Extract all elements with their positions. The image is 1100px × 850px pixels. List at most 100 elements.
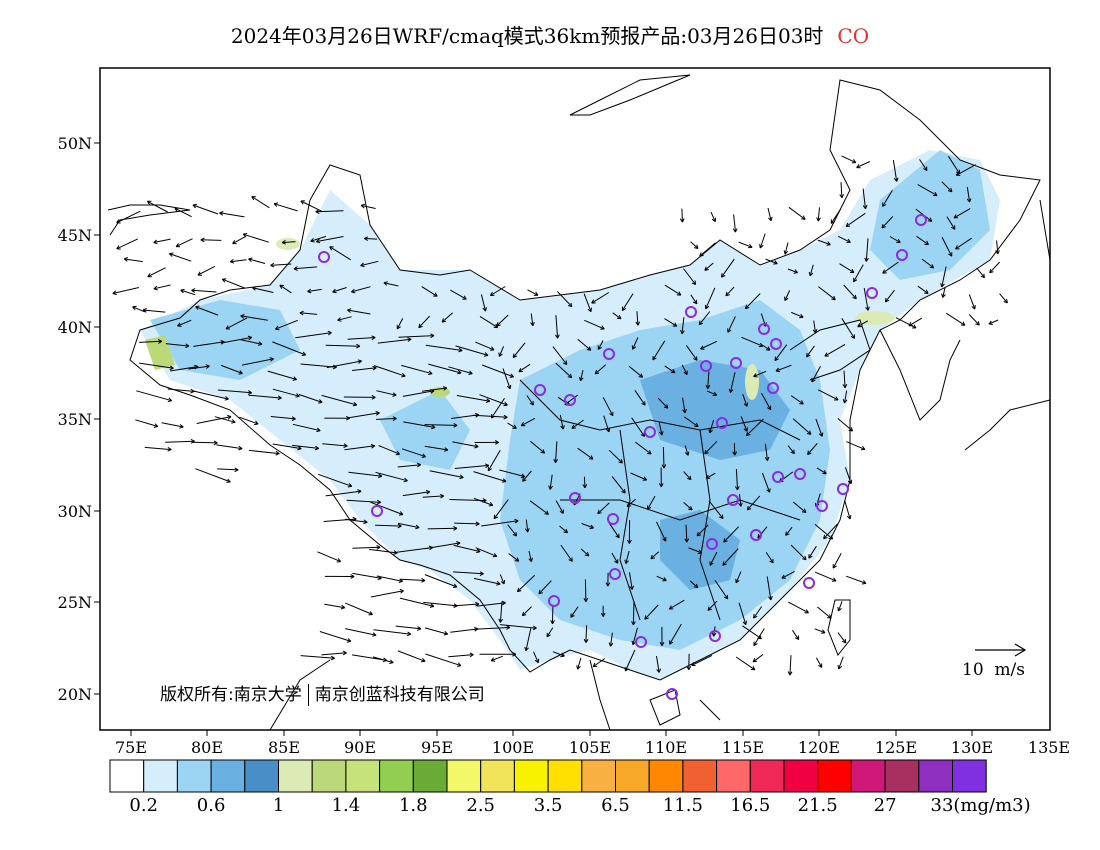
wind-arrow bbox=[710, 211, 716, 222]
wind-arrow bbox=[240, 315, 268, 321]
wind-arrow-head bbox=[597, 509, 600, 514]
wind-arrow-head bbox=[392, 392, 397, 396]
wind-arrow-head bbox=[371, 335, 376, 338]
colorbar-swatch bbox=[682, 759, 718, 793]
colorbar-swatch bbox=[412, 759, 448, 793]
wind-arrow-head bbox=[962, 321, 966, 326]
lat-tick-label: 30N bbox=[58, 502, 92, 521]
wind-arrow bbox=[282, 241, 296, 244]
wind-arrow-head bbox=[153, 239, 158, 243]
wind-arrow bbox=[683, 268, 696, 285]
wind-arrow bbox=[323, 518, 357, 522]
wind-arrow-head bbox=[197, 271, 201, 276]
wind-arrow bbox=[988, 319, 999, 325]
wind-arrow-head bbox=[785, 531, 787, 536]
wind-arrow bbox=[300, 655, 335, 659]
wind-arrow-head bbox=[153, 288, 158, 291]
wind-arrow-head bbox=[842, 399, 845, 404]
wind-arrow bbox=[139, 362, 174, 369]
wind-arrow-head bbox=[441, 320, 447, 323]
wind-arrow bbox=[837, 235, 851, 243]
wind-arrow-head bbox=[663, 406, 668, 409]
wind-arrow-head bbox=[790, 451, 795, 455]
wind-arrow-head bbox=[662, 538, 666, 542]
wind-arrow bbox=[664, 365, 676, 374]
wind-arrow bbox=[841, 155, 857, 164]
colorbar-swatch bbox=[547, 759, 583, 793]
wind-arrow-head bbox=[401, 375, 406, 378]
wind-arrow-head bbox=[647, 506, 652, 510]
wind-arrow bbox=[733, 214, 736, 233]
wind-arrow-head bbox=[784, 297, 789, 302]
wind-arrow-head bbox=[614, 560, 619, 564]
lon-tick-label: 115E bbox=[722, 738, 764, 757]
wind-arrow-head bbox=[538, 589, 541, 594]
wind-arrow-head bbox=[227, 414, 232, 418]
wind-arrow-head bbox=[175, 243, 179, 247]
wind-arrow-head bbox=[942, 294, 946, 298]
wind-arrow bbox=[657, 397, 669, 409]
wind-arrow bbox=[921, 258, 935, 269]
wind-arrow-head bbox=[252, 287, 256, 291]
wind-arrow-head bbox=[794, 269, 798, 273]
wind-arrow-head bbox=[693, 586, 698, 589]
wind-arrow bbox=[735, 468, 738, 490]
wind-arrow-head bbox=[740, 502, 743, 507]
wind-arrow-head bbox=[803, 508, 807, 513]
wind-arrow-head bbox=[463, 295, 467, 300]
wind-arrow bbox=[741, 336, 763, 347]
wind-arrow bbox=[139, 340, 162, 343]
wind-arrow bbox=[846, 575, 867, 584]
city-marker bbox=[569, 492, 581, 504]
wind-arrow-head bbox=[550, 620, 553, 625]
wind-arrow-head bbox=[563, 531, 568, 534]
wind-arrow-head bbox=[351, 291, 356, 294]
wind-arrow bbox=[298, 394, 323, 403]
wind-arrow-head bbox=[824, 352, 828, 357]
wind-arrow-head bbox=[789, 671, 793, 676]
wind-arrow bbox=[824, 343, 846, 357]
wind-arrow-head bbox=[737, 486, 740, 491]
wind-arrow-head bbox=[626, 502, 629, 507]
wind-arrow-head bbox=[683, 371, 688, 376]
wind-arrow-head bbox=[225, 325, 229, 330]
wind-arrow bbox=[346, 499, 381, 503]
wind-arrow-head bbox=[490, 657, 495, 662]
wind-arrow-head bbox=[224, 398, 229, 401]
wind-arrow-head bbox=[506, 385, 511, 390]
wind-arrow-head bbox=[624, 559, 627, 564]
wind-arrow-head bbox=[719, 516, 724, 520]
wind-arrow-head bbox=[417, 628, 422, 631]
wind-arrow bbox=[664, 284, 682, 296]
wind-arrow bbox=[791, 630, 800, 640]
wind-arrow bbox=[608, 449, 623, 464]
wind-arrow bbox=[252, 287, 274, 293]
wind-arrow-head bbox=[340, 607, 345, 610]
wind-arrow bbox=[402, 390, 435, 397]
lon-tick-label: 85E bbox=[268, 738, 300, 757]
wind-arrow bbox=[707, 600, 718, 611]
wind-arrow-head bbox=[844, 638, 847, 643]
wind-arrow-head bbox=[372, 634, 377, 637]
wind-arrow-head bbox=[226, 481, 231, 483]
wind-arrow bbox=[790, 544, 807, 561]
wind-arrow-head bbox=[608, 642, 611, 647]
wind-arrow bbox=[174, 207, 192, 218]
wind-arrow bbox=[424, 542, 461, 550]
colorbar-swatch bbox=[952, 759, 987, 793]
wind-arrow-head bbox=[200, 237, 205, 241]
bohai-coast bbox=[789, 319, 871, 381]
wind-arrow bbox=[817, 389, 839, 401]
wind-arrow-head bbox=[934, 191, 938, 196]
wind-arrow bbox=[421, 286, 438, 297]
wind-arrow-head bbox=[555, 334, 559, 339]
wind-arrow-head bbox=[440, 495, 445, 499]
wind-arrow bbox=[583, 293, 592, 312]
wind-arrow-head bbox=[221, 278, 226, 283]
wind-arrow-head bbox=[327, 332, 332, 336]
wind-arrow-head bbox=[696, 356, 698, 361]
wind-arrow bbox=[830, 209, 841, 224]
wind-arrow-head bbox=[544, 513, 549, 515]
wind-arrow-head bbox=[371, 394, 376, 398]
wind-arrow-head bbox=[456, 542, 461, 546]
